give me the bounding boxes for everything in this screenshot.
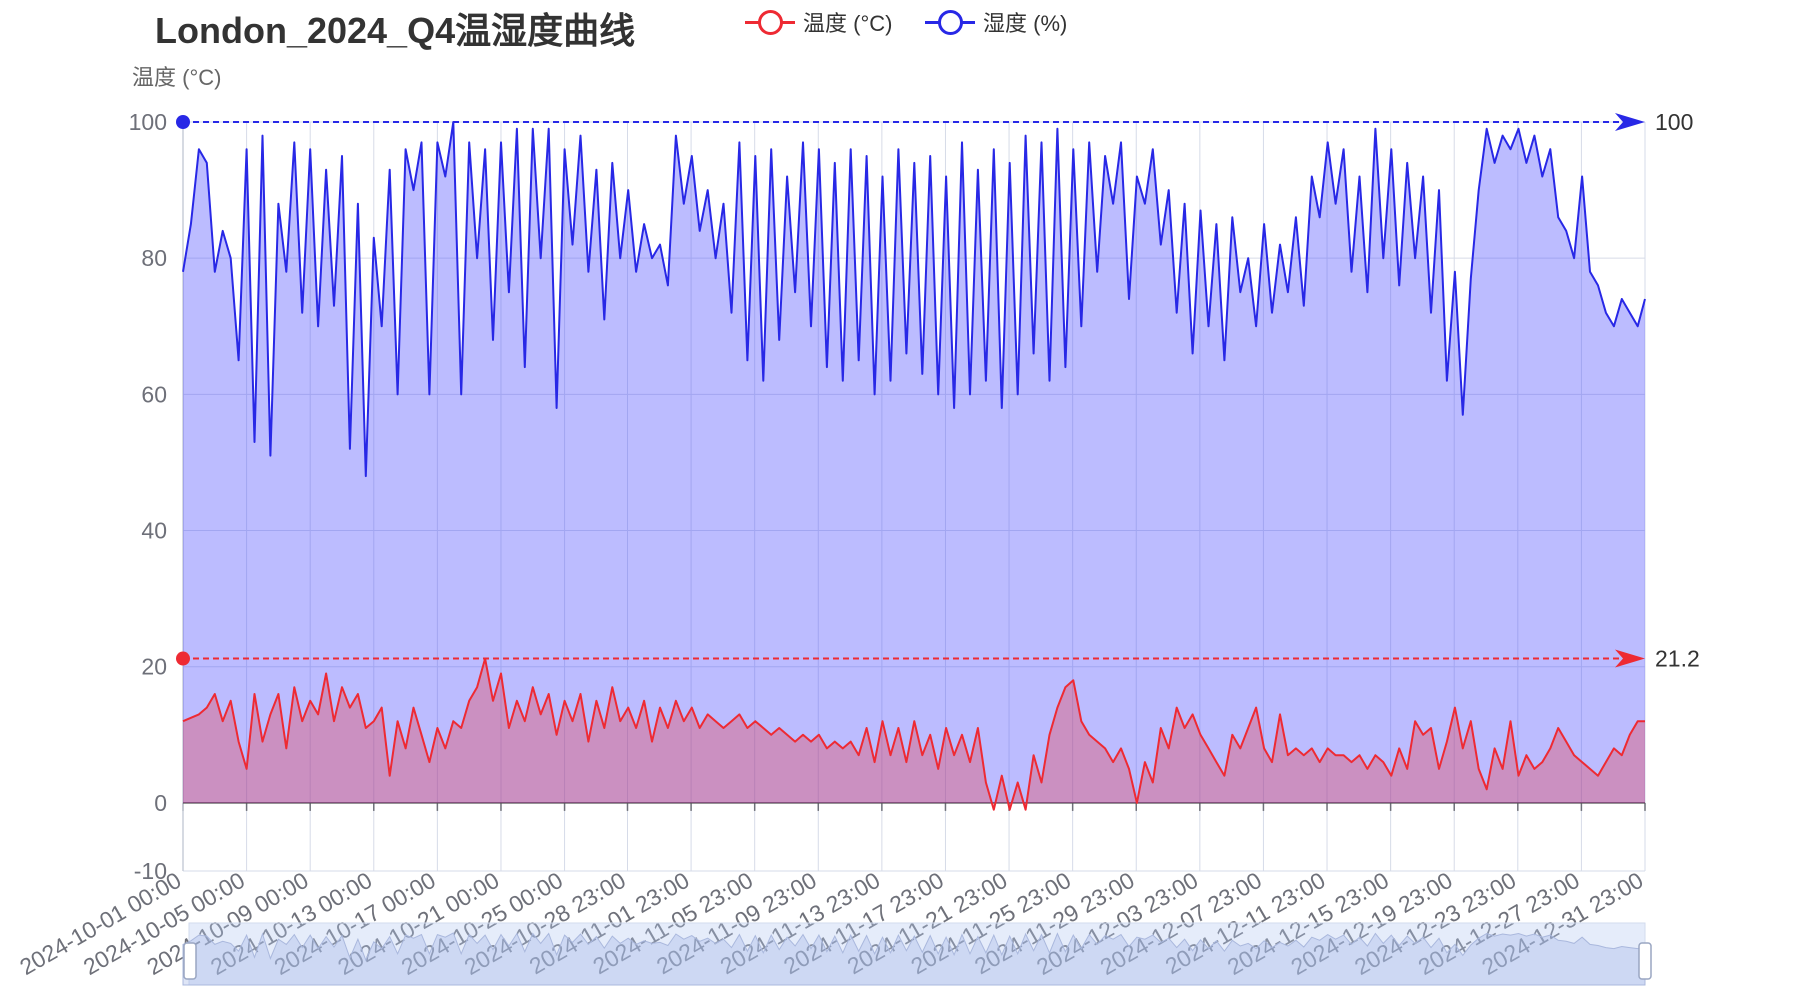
y-tick-label: 80: [141, 245, 167, 271]
datazoom-slider[interactable]: [188, 922, 1646, 986]
y-tick-label: 20: [141, 654, 167, 680]
legend-item-humidity[interactable]: 湿度 (%): [925, 6, 1067, 38]
y-tick-label: -10: [134, 858, 167, 884]
datazoom-preview: [182, 932, 1646, 986]
y-tick-label: 40: [141, 518, 167, 544]
legend-temperature-symbol: [745, 7, 795, 37]
legend-humidity-label: 湿度 (%): [983, 11, 1068, 36]
y-tick-label: 60: [141, 381, 167, 407]
markline-arrow-humidity: [1615, 113, 1645, 131]
chart-title: London_2024_Q4温湿度曲线: [155, 10, 636, 51]
y-axis-name: 温度 (°C): [132, 65, 222, 90]
y-tick-label: 0: [154, 790, 167, 816]
markline-label-temperature: 21.2: [1655, 646, 1700, 672]
series-line-temperature[interactable]: [182, 657, 1645, 811]
series-area-humidity: [183, 122, 1645, 803]
markline-arrow-temperature: [1615, 649, 1645, 668]
datazoom-handle-right[interactable]: [1638, 942, 1652, 980]
markline-label-humidity: 100: [1655, 109, 1693, 135]
datazoom-handle-left[interactable]: [183, 942, 197, 980]
legend-item-temperature[interactable]: 温度 (°C): [745, 6, 892, 38]
y-tick-label: 100: [129, 109, 167, 135]
series-line-humidity[interactable]: [182, 121, 1646, 478]
legend-humidity-symbol: [925, 7, 975, 37]
legend-temperature-label: 温度 (°C): [803, 11, 893, 36]
